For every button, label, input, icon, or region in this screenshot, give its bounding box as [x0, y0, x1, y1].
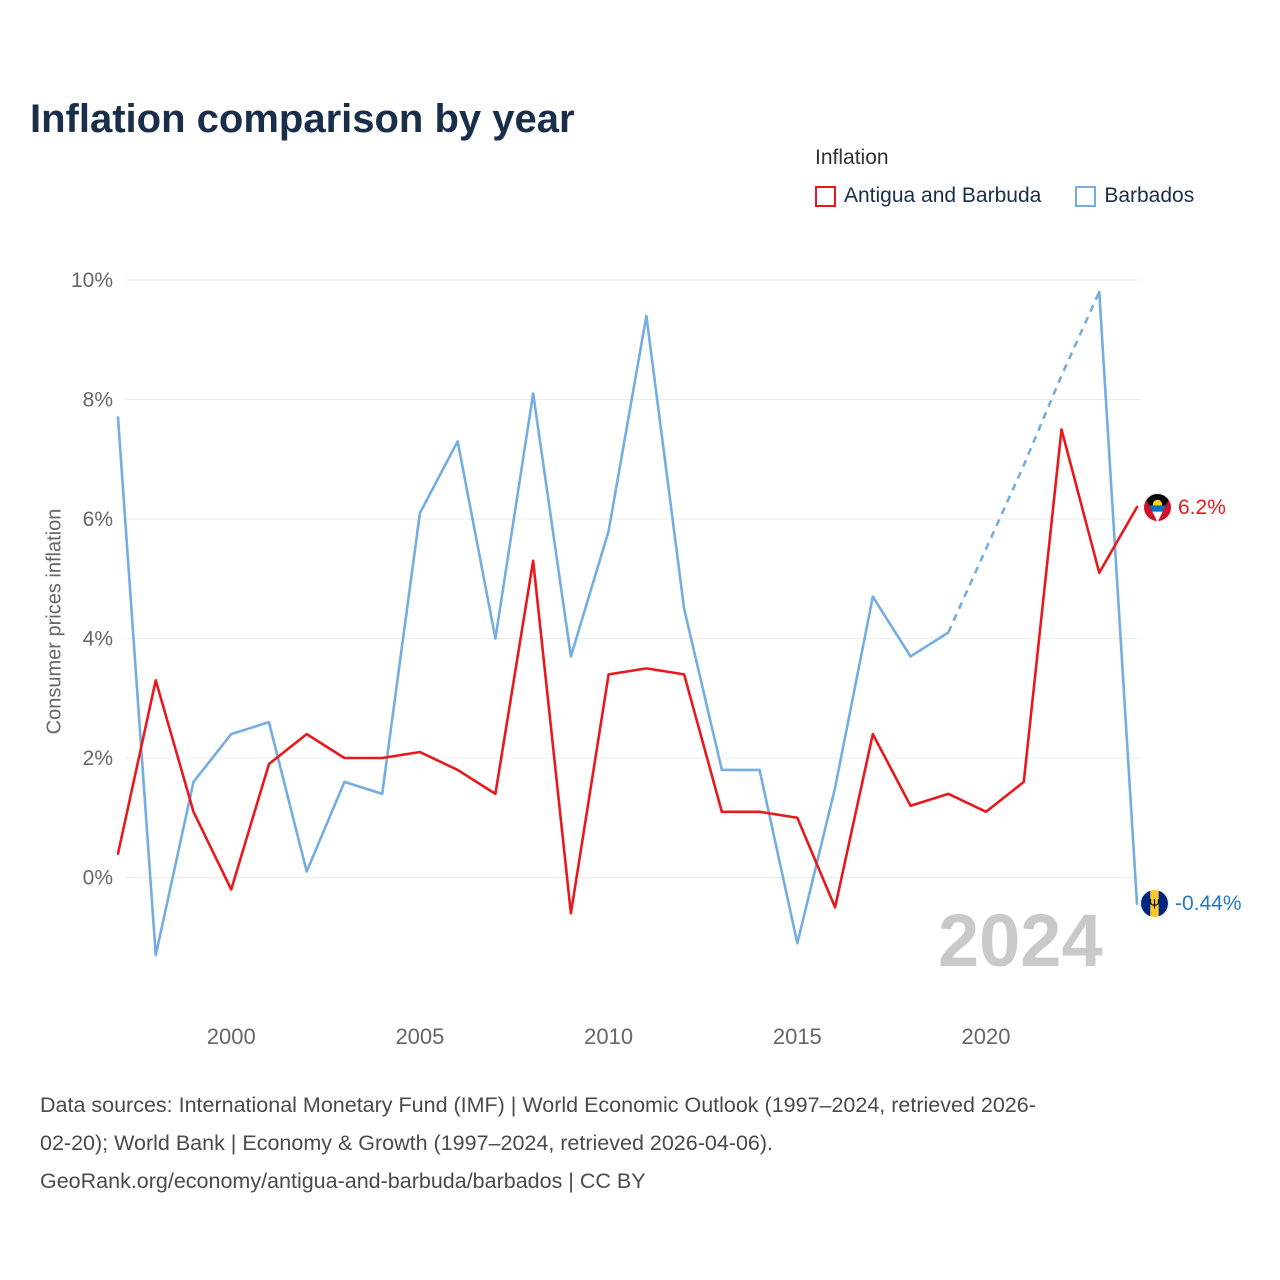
y-tick-label: 4% — [83, 628, 113, 651]
x-tick-label: 2015 — [773, 1024, 822, 1049]
series-line-barbados-final — [1097, 290, 1139, 906]
y-tick-label: 10% — [71, 269, 113, 292]
antigua-end-value: 6.2% — [1178, 495, 1226, 519]
barbados-swatch-icon — [1075, 185, 1097, 207]
legend-label-barbados: Barbados — [1104, 184, 1195, 207]
y-tick-label: 8% — [83, 389, 113, 412]
legend: Inflation Antigua and Barbuda Barbados — [815, 146, 1220, 208]
x-tick-label: 2005 — [395, 1024, 444, 1049]
y-tick-label: 0% — [83, 867, 113, 890]
legend-item-antigua[interactable]: Antigua and Barbuda — [815, 184, 1041, 208]
barbados-flag-icon: Ψ — [1140, 889, 1169, 918]
legend-item-barbados[interactable]: Barbados — [1075, 184, 1194, 208]
series-line-barbados-estimate — [947, 291, 1101, 634]
page-title: Inflation comparison by year — [30, 96, 575, 141]
x-tick-label: 2020 — [962, 1024, 1011, 1049]
footer-line-2: 02-20); World Bank | Economy & Growth (1… — [40, 1131, 773, 1155]
x-tick-label: 2000 — [207, 1024, 256, 1049]
data-sources-footer: Data sources: International Monetary Fun… — [40, 1086, 1250, 1200]
legend-label-antigua: Antigua and Barbuda — [844, 184, 1042, 207]
watermark-year: 2024 — [938, 899, 1103, 982]
svg-text:Ψ: Ψ — [1149, 897, 1160, 912]
legend-title: Inflation — [815, 146, 889, 169]
barbados-end-label: Ψ -0.44% — [1140, 889, 1242, 918]
series-line-antigua — [116, 428, 1139, 915]
x-tick-label: 2010 — [584, 1024, 633, 1049]
antigua-end-label: 6.2% — [1143, 493, 1226, 522]
footer-line-1: Data sources: International Monetary Fun… — [40, 1093, 1036, 1117]
y-tick-label: 6% — [83, 508, 113, 531]
barbados-end-value: -0.44% — [1175, 891, 1242, 915]
antigua-and-barbuda-flag-icon — [1143, 493, 1172, 522]
antigua-swatch-icon — [815, 185, 836, 207]
footer-attribution-link[interactable]: GeoRank.org/economy/antigua-and-barbuda/… — [40, 1169, 646, 1193]
y-tick-label: 2% — [83, 747, 113, 770]
series-line-barbados — [116, 314, 950, 957]
